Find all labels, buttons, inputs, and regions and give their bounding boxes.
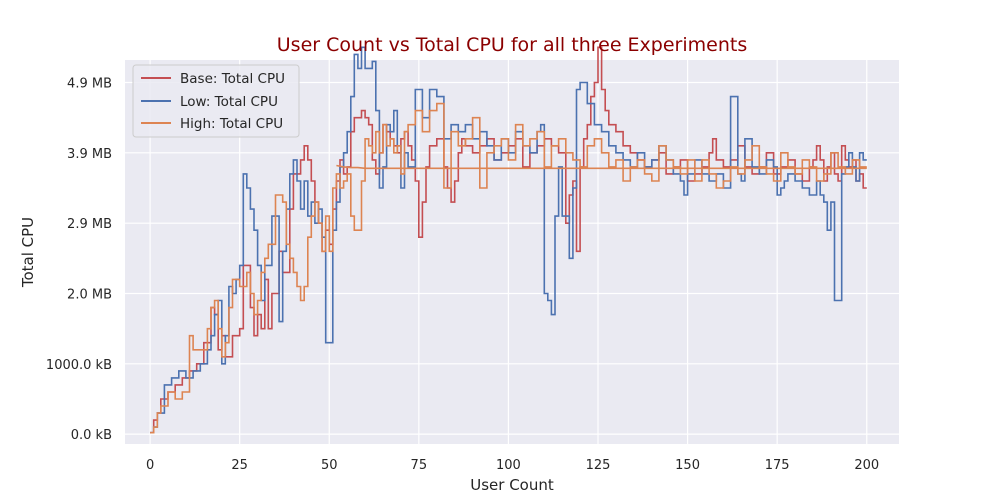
x-tick-label: 50: [321, 458, 338, 473]
y-tick-label: 1000.0 kB: [46, 358, 112, 373]
x-tick-label: 25: [231, 458, 248, 473]
series-base-line: [150, 46, 867, 434]
x-tick-label: 75: [411, 458, 428, 473]
series-group: [150, 46, 867, 434]
y-tick-label: 2.9 MB: [67, 217, 112, 232]
legend-box: [132, 64, 300, 138]
y-tick-label: 0.0 kB: [71, 428, 112, 443]
y-ticks: 0.0 kB 1000.0 kB 2.0 MB 2.9 MB 3.9 MB 4.9 MB: [46, 77, 112, 444]
y-tick-label: 2.0 MB: [67, 287, 112, 302]
legend-label-high: High: Total CPU: [180, 116, 283, 132]
y-tick-label: 4.9 MB: [67, 77, 112, 92]
x-tick-label: 175: [765, 458, 790, 473]
y-tick-label: 3.9 MB: [67, 147, 112, 162]
x-ticks: 0 25 50 75 100 125 150 175 200: [146, 458, 879, 473]
x-tick-label: 125: [586, 458, 611, 473]
x-axis-label: User Count: [470, 476, 554, 494]
y-axis-label: Total CPU: [19, 217, 37, 288]
x-tick-label: 100: [496, 458, 521, 473]
series-high-line: [150, 102, 867, 434]
legend-label-base: Base: Total CPU: [180, 71, 285, 87]
legend-label-low: Low: Total CPU: [180, 94, 278, 110]
series-high-flat-line: [336, 164, 867, 170]
x-tick-label: 150: [675, 458, 700, 473]
chart-title: User Count vs Total CPU for all three Ex…: [277, 34, 747, 56]
x-tick-label: 200: [854, 458, 879, 473]
x-tick-label: 0: [146, 458, 154, 473]
legend: Base: Total CPU Low: Total CPU High: Tot…: [132, 64, 300, 138]
